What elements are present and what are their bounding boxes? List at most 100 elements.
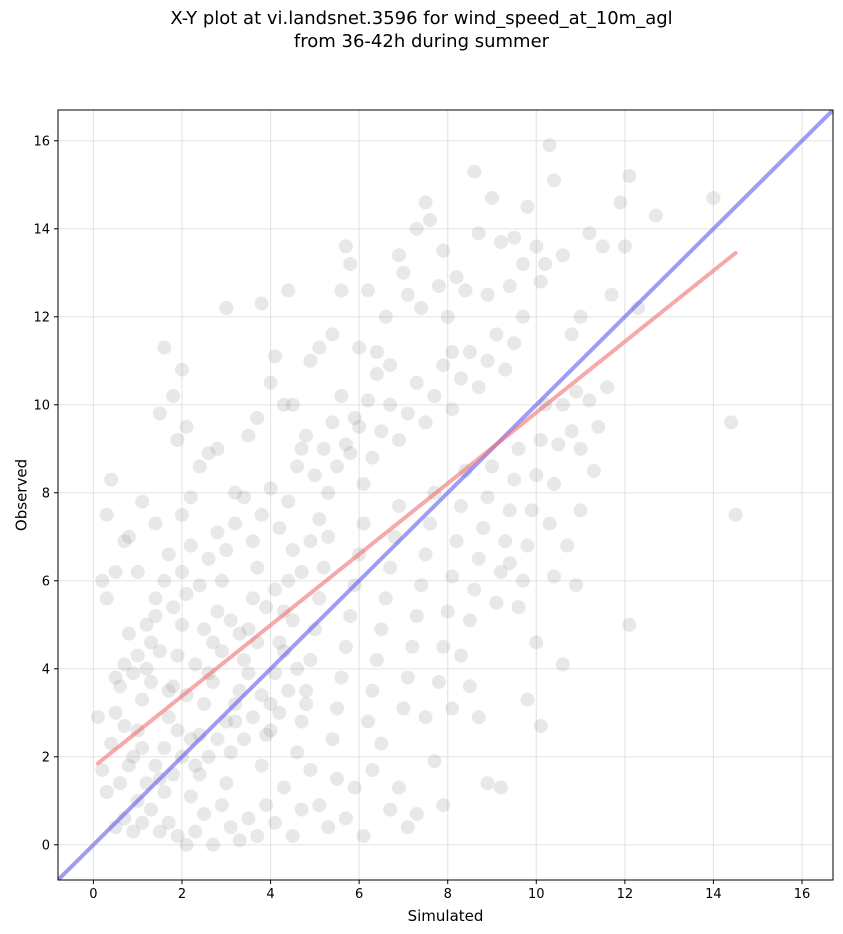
data-point — [175, 362, 189, 377]
data-point — [436, 798, 451, 813]
data-point — [219, 301, 234, 315]
data-point — [254, 296, 269, 311]
data-point — [179, 587, 194, 601]
data-point — [396, 265, 411, 280]
data-point — [241, 811, 256, 826]
data-point — [210, 604, 225, 619]
data-point — [135, 692, 150, 707]
data-point — [144, 635, 158, 650]
data-point — [95, 573, 110, 588]
data-point — [485, 191, 499, 205]
data-point — [396, 701, 411, 716]
data-point — [183, 538, 198, 553]
data-point — [555, 657, 570, 672]
data-point — [343, 446, 358, 461]
x-tick-label: 10 — [528, 887, 545, 902]
data-point — [294, 441, 309, 456]
data-point — [152, 406, 167, 421]
data-point — [516, 573, 530, 588]
data-point — [369, 345, 384, 359]
data-point — [454, 499, 468, 513]
data-point — [268, 349, 282, 364]
data-point — [214, 644, 229, 659]
data-point — [281, 683, 296, 698]
y-tick-label: 0 — [42, 838, 50, 853]
data-point — [440, 309, 455, 324]
data-point — [369, 367, 384, 381]
data-point — [148, 591, 163, 606]
data-point — [498, 362, 513, 377]
data-point — [369, 653, 384, 667]
data-point — [334, 670, 349, 685]
data-point — [533, 719, 548, 733]
data-point — [423, 516, 437, 531]
data-point — [476, 521, 491, 535]
data-point — [192, 767, 207, 782]
data-point — [117, 657, 132, 672]
data-point — [303, 534, 318, 549]
data-point — [600, 380, 615, 395]
data-point — [259, 798, 274, 813]
data-point — [334, 283, 349, 298]
axis-ticks: 0 2 4 6 8 10 12 14 16 0 2 4 6 8 10 12 14 16 — [33, 134, 810, 902]
data-point — [338, 437, 353, 452]
data-point — [312, 798, 327, 813]
data-point — [400, 287, 415, 302]
y-tick-label: 6 — [42, 574, 50, 589]
data-point — [294, 565, 309, 579]
data-point — [250, 829, 265, 843]
data-point — [276, 397, 291, 412]
data-point — [285, 397, 300, 412]
grid-lines — [58, 110, 833, 880]
data-point — [533, 433, 548, 447]
data-point — [356, 477, 371, 491]
data-point — [161, 547, 176, 562]
data-point — [290, 661, 305, 676]
data-point — [316, 560, 331, 575]
data-point — [299, 428, 313, 443]
data-point — [241, 666, 256, 681]
data-point — [192, 459, 207, 474]
data-point — [502, 503, 517, 518]
data-point — [392, 433, 406, 447]
data-point — [555, 397, 570, 412]
data-point — [161, 683, 176, 698]
data-point — [400, 820, 415, 835]
data-point — [622, 617, 637, 632]
y-axis-label: Observed — [13, 459, 31, 531]
data-point — [471, 226, 486, 241]
data-point — [383, 802, 398, 817]
data-point — [232, 626, 247, 641]
data-point — [321, 485, 336, 500]
data-point — [157, 741, 172, 755]
data-point — [547, 569, 561, 584]
x-tick-label: 2 — [178, 887, 186, 902]
data-point — [263, 697, 278, 711]
data-point — [352, 340, 367, 355]
data-point — [325, 327, 340, 342]
data-point — [157, 573, 172, 588]
data-point — [197, 622, 212, 637]
data-point — [493, 780, 508, 795]
data-point — [241, 622, 256, 637]
data-point — [613, 195, 628, 210]
data-point — [148, 758, 163, 773]
x-tick-label: 4 — [266, 887, 274, 902]
data-point — [285, 829, 300, 843]
data-point — [161, 815, 176, 830]
data-point — [365, 450, 380, 465]
data-point — [268, 815, 282, 830]
data-point — [374, 622, 389, 637]
data-point — [285, 543, 300, 557]
data-point — [418, 195, 433, 210]
data-point — [214, 573, 229, 588]
data-point — [551, 437, 566, 452]
data-point — [228, 516, 243, 531]
x-tick-label: 16 — [794, 887, 811, 902]
data-point — [166, 679, 181, 694]
data-point — [330, 701, 344, 716]
data-point — [604, 287, 619, 302]
data-point — [285, 613, 300, 628]
data-point — [179, 837, 194, 852]
